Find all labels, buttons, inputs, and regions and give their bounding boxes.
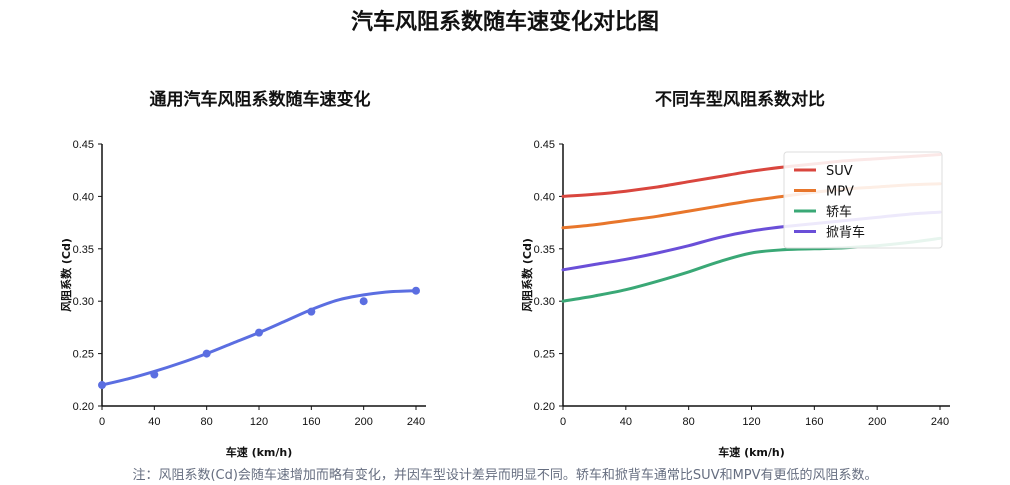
y-tick-label: 0.20 [534, 401, 555, 413]
x-tick-label: 160 [805, 416, 823, 428]
y-tick-label: 0.25 [534, 349, 555, 361]
data-point [255, 328, 263, 337]
data-point [202, 349, 211, 358]
x-tick-label: 240 [931, 416, 949, 428]
legend-label: MPV [826, 185, 854, 200]
legend-label: SUV [826, 164, 853, 179]
figure-note: 注：风阻系数(Cd)会随车速增加而略有变化，并因车型设计差异而明显不同。轿车和掀… [132, 468, 878, 483]
y-axis-label: 风阻系数 (Cd) [520, 238, 534, 312]
y-tick-label: 0.40 [73, 191, 94, 203]
data-point [307, 307, 316, 316]
legend-label: 掀背车 [826, 225, 865, 241]
x-tick-label: 120 [250, 416, 268, 428]
x-tick-label: 160 [302, 416, 320, 428]
data-point [412, 286, 420, 295]
x-axis-label: 车速 (km/h) [718, 445, 785, 459]
x-tick-label: 40 [620, 416, 632, 428]
x-tick-label: 80 [683, 416, 695, 428]
x-tick-label: 240 [407, 416, 425, 428]
x-tick-label: 200 [354, 416, 372, 428]
y-tick-label: 0.35 [73, 244, 94, 256]
x-tick-label: 200 [868, 416, 886, 428]
fit-curve-line [100, 289, 418, 387]
data-point [98, 381, 106, 390]
y-tick-label: 0.35 [534, 244, 555, 256]
x-tick-label: 0 [560, 416, 566, 428]
x-tick-label: 80 [201, 416, 213, 428]
figure-title: 汽车风阻系数随车速变化对比图 [350, 10, 659, 35]
y-tick-label: 0.45 [73, 139, 94, 151]
legend-label: 轿车 [826, 204, 852, 220]
y-tick-label: 0.30 [534, 296, 555, 308]
x-tick-label: 120 [742, 416, 760, 428]
chart-title-speed-curve: 通用汽车风阻系数随车速变化 [149, 90, 371, 110]
y-tick-label: 0.45 [534, 139, 555, 151]
chart-title-vehicle-compare: 不同车型风阻系数对比 [655, 90, 825, 110]
legend-box [783, 151, 943, 249]
data-point [359, 297, 368, 306]
y-tick-label: 0.40 [534, 191, 555, 203]
data-point [150, 370, 159, 379]
y-tick-label: 0.20 [73, 401, 94, 413]
y-axis-label: 风阻系数 (Cd) [59, 238, 73, 312]
y-tick-label: 0.25 [73, 349, 94, 361]
x-tick-label: 0 [99, 416, 105, 428]
y-tick-label: 0.30 [73, 296, 94, 308]
x-axis-label: 车速 (km/h) [226, 445, 293, 459]
x-tick-label: 40 [148, 416, 160, 428]
